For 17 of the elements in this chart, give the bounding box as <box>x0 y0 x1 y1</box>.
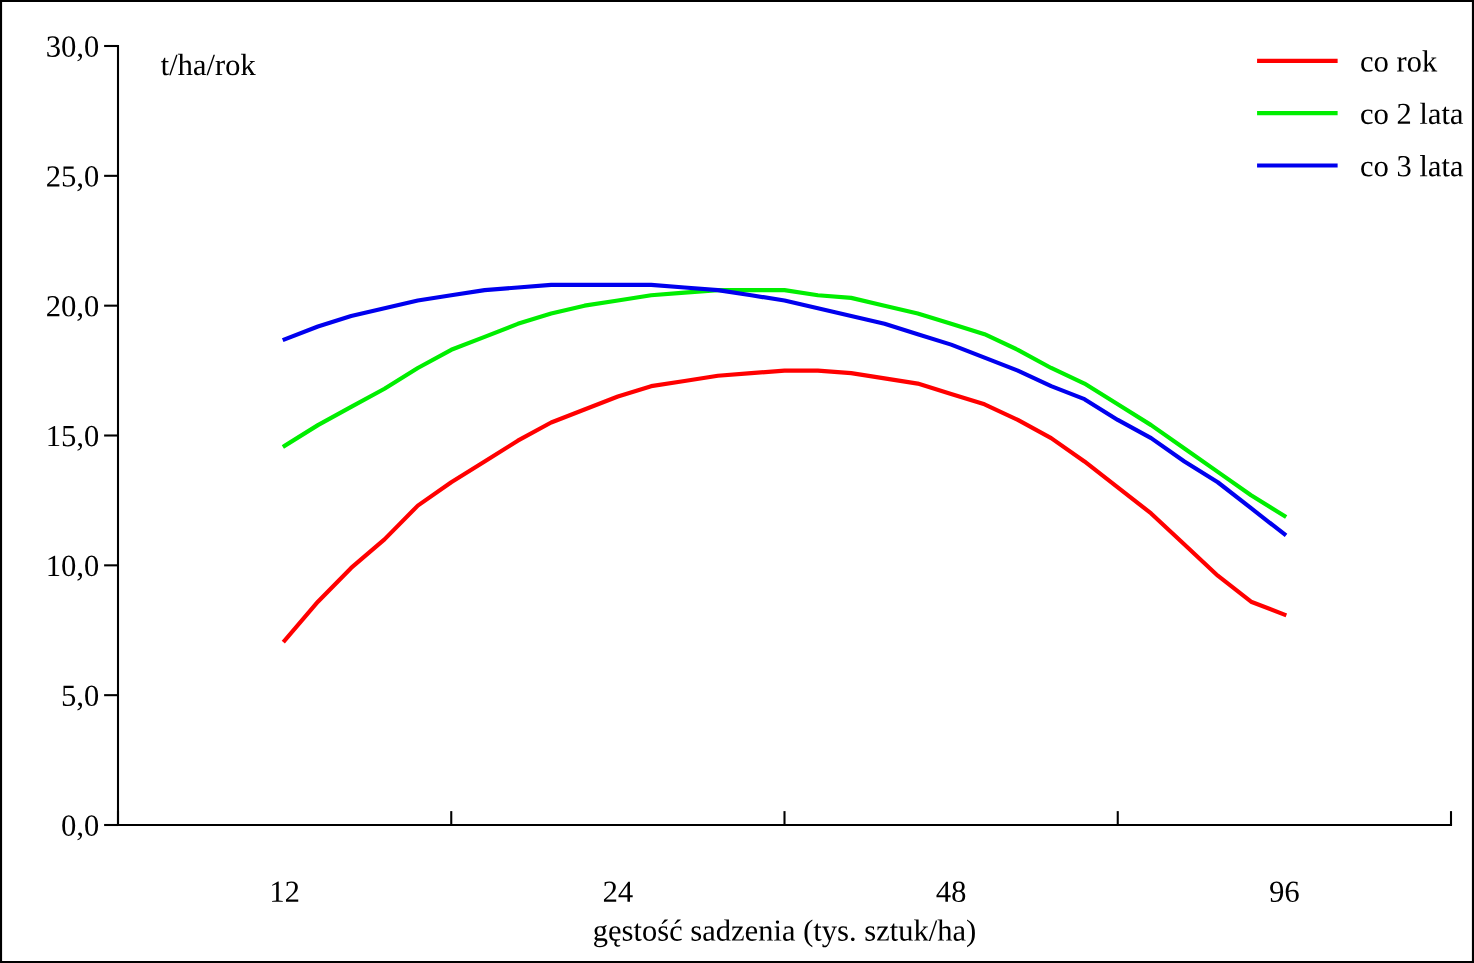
y-tick-label: 20,0 <box>47 295 99 321</box>
x-tick-label: 48 <box>936 881 966 903</box>
y-tick-label: 30,0 <box>47 36 99 62</box>
y-axis-title: t/ha/rok <box>160 53 256 76</box>
legend-label: co 2 lata <box>1361 102 1464 125</box>
x-axis-title: gęstość sadzenia (tys. sztuk/ha) <box>594 919 975 948</box>
x-tick-label: 12 <box>272 881 299 902</box>
x-tick-label: 96 <box>1270 881 1299 903</box>
y-tick-label: 10,0 <box>48 555 99 581</box>
y-tick-label: 15,0 <box>48 425 99 451</box>
x-tick-label: 24 <box>603 881 633 902</box>
legend-label: co rok <box>1361 50 1438 72</box>
legend-label: co 3 lata <box>1361 155 1464 177</box>
line-series <box>282 368 1287 643</box>
y-tick-label: 5,0 <box>62 685 99 711</box>
y-tick-label: 25,0 <box>47 166 99 192</box>
y-tick-label: 0,0 <box>62 815 99 841</box>
